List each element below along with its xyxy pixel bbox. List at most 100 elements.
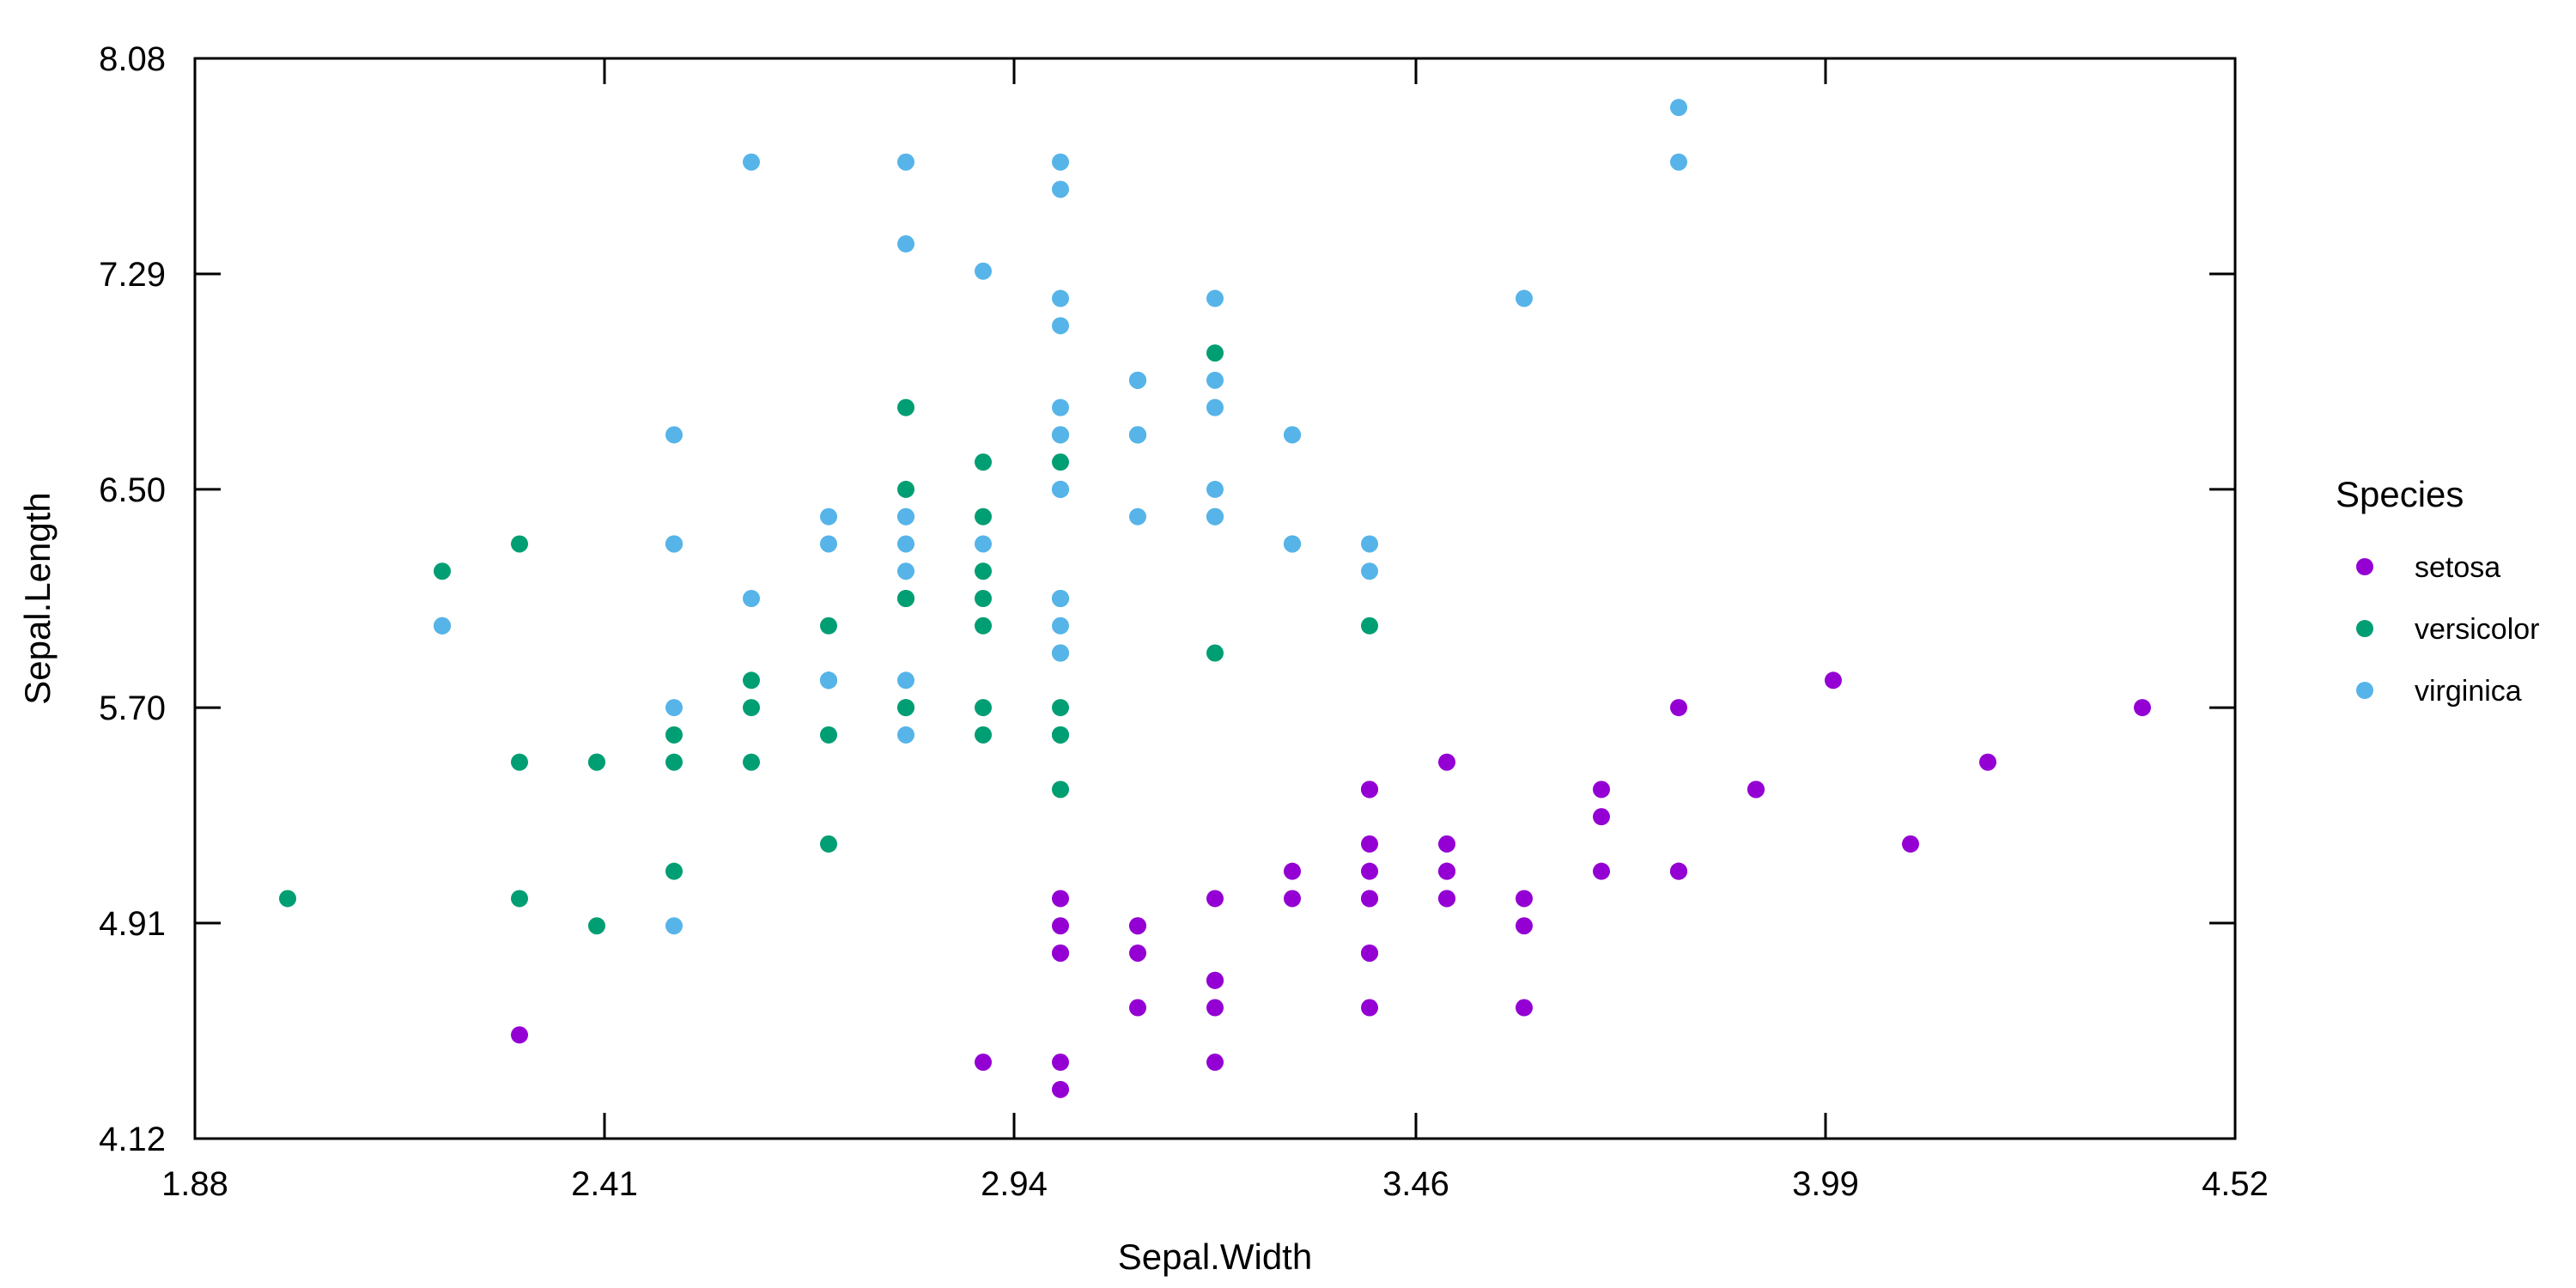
- point-setosa: [1129, 944, 1146, 962]
- point-virginica: [820, 535, 837, 553]
- x-axis-title: Sepal.Width: [1118, 1236, 1312, 1277]
- point-virginica: [665, 426, 683, 444]
- point-virginica: [1206, 507, 1224, 526]
- point-versicolor: [897, 398, 914, 416]
- plot-frame: [193, 57, 2237, 1140]
- x-tick-label: 2.94: [981, 1165, 1048, 1203]
- legend: Species setosa versicolor virginica: [2336, 474, 2539, 708]
- point-versicolor: [588, 753, 605, 771]
- point-virginica: [897, 726, 914, 744]
- x-tick-label: 2.41: [571, 1165, 638, 1203]
- point-setosa: [1825, 671, 1842, 690]
- y-tick-label: 7.29: [99, 256, 166, 294]
- legend-label-setosa: setosa: [2415, 551, 2500, 584]
- y-tick-label: 4.12: [99, 1121, 166, 1158]
- point-versicolor: [975, 562, 992, 580]
- legend-marker-setosa: [2356, 558, 2373, 575]
- point-virginica: [820, 671, 837, 690]
- point-virginica: [1516, 289, 1533, 307]
- point-virginica: [1052, 289, 1069, 307]
- legend-label-virginica: virginica: [2415, 675, 2522, 708]
- point-setosa: [1438, 835, 1455, 853]
- point-setosa: [1747, 781, 1765, 799]
- point-setosa: [1361, 999, 1378, 1017]
- point-versicolor: [975, 507, 992, 526]
- legend-title: Species: [2336, 474, 2464, 514]
- point-setosa: [1902, 835, 1919, 853]
- point-virginica: [1206, 371, 1224, 389]
- point-setosa: [1129, 917, 1146, 935]
- point-setosa: [1206, 1054, 1224, 1072]
- point-virginica: [897, 671, 914, 690]
- point-virginica: [434, 617, 451, 635]
- point-versicolor: [434, 562, 451, 580]
- point-virginica: [1284, 426, 1301, 444]
- point-versicolor: [588, 917, 605, 935]
- y-tick-label: 6.50: [99, 471, 166, 509]
- point-virginica: [1052, 617, 1069, 635]
- x-tick-label: 1.88: [161, 1165, 228, 1203]
- point-setosa: [1052, 890, 1069, 908]
- point-versicolor: [897, 699, 914, 717]
- point-versicolor: [975, 590, 992, 607]
- point-versicolor: [1361, 617, 1378, 635]
- x-tick-label: 3.46: [1382, 1165, 1449, 1203]
- point-setosa: [1206, 890, 1224, 908]
- legend-marker-versicolor: [2356, 620, 2373, 637]
- point-setosa: [1052, 1080, 1069, 1098]
- point-virginica: [1361, 535, 1378, 553]
- point-setosa: [975, 1054, 992, 1072]
- point-versicolor: [1206, 644, 1224, 662]
- legend-marker-virginica: [2356, 682, 2373, 699]
- point-virginica: [1052, 644, 1069, 662]
- point-setosa: [1670, 699, 1687, 717]
- point-setosa: [2134, 699, 2151, 717]
- point-versicolor: [1052, 781, 1069, 799]
- x-tick-label: 4.52: [2202, 1165, 2269, 1203]
- y-tick-label: 4.91: [99, 905, 166, 943]
- point-setosa: [1361, 944, 1378, 962]
- point-versicolor: [975, 617, 992, 635]
- point-setosa: [1206, 999, 1224, 1017]
- point-versicolor: [665, 726, 683, 744]
- point-versicolor: [897, 590, 914, 607]
- point-setosa: [1516, 917, 1533, 935]
- point-setosa: [1438, 890, 1455, 908]
- point-setosa: [1206, 971, 1224, 989]
- point-versicolor: [665, 862, 683, 880]
- point-virginica: [1206, 289, 1224, 307]
- point-setosa: [1361, 890, 1378, 908]
- data-points: [279, 99, 2151, 1098]
- point-setosa: [1516, 999, 1533, 1017]
- point-virginica: [1129, 371, 1146, 389]
- point-setosa: [1284, 862, 1301, 880]
- point-virginica: [1052, 480, 1069, 498]
- point-virginica: [897, 235, 914, 253]
- point-virginica: [975, 262, 992, 280]
- point-virginica: [1206, 480, 1224, 498]
- point-setosa: [1052, 944, 1069, 962]
- point-setosa: [1516, 890, 1533, 908]
- axis-ticks: 1.88 2.41 2.94 3.46 3.99 4.52 4.12 4.91 5.70 6.50…: [99, 40, 2269, 1203]
- point-virginica: [1361, 562, 1378, 580]
- point-virginica: [1670, 153, 1687, 171]
- point-virginica: [665, 699, 683, 717]
- point-versicolor: [665, 753, 683, 771]
- point-setosa: [1052, 1054, 1069, 1072]
- y-tick-label: 5.70: [99, 690, 166, 727]
- point-versicolor: [820, 617, 837, 635]
- point-virginica: [897, 507, 914, 526]
- point-versicolor: [1206, 344, 1224, 362]
- point-virginica: [897, 562, 914, 580]
- point-setosa: [1670, 862, 1687, 880]
- point-versicolor: [743, 699, 760, 717]
- point-versicolor: [511, 535, 528, 553]
- point-versicolor: [897, 480, 914, 498]
- point-virginica: [1206, 398, 1224, 416]
- point-virginica: [975, 535, 992, 553]
- point-virginica: [820, 507, 837, 526]
- point-versicolor: [975, 453, 992, 471]
- point-setosa: [1593, 808, 1610, 826]
- point-versicolor: [1052, 726, 1069, 744]
